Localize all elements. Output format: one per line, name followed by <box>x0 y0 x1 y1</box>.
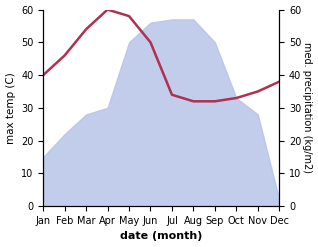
X-axis label: date (month): date (month) <box>120 231 203 242</box>
Y-axis label: max temp (C): max temp (C) <box>5 72 16 144</box>
Y-axis label: med. precipitation (kg/m2): med. precipitation (kg/m2) <box>302 42 313 173</box>
